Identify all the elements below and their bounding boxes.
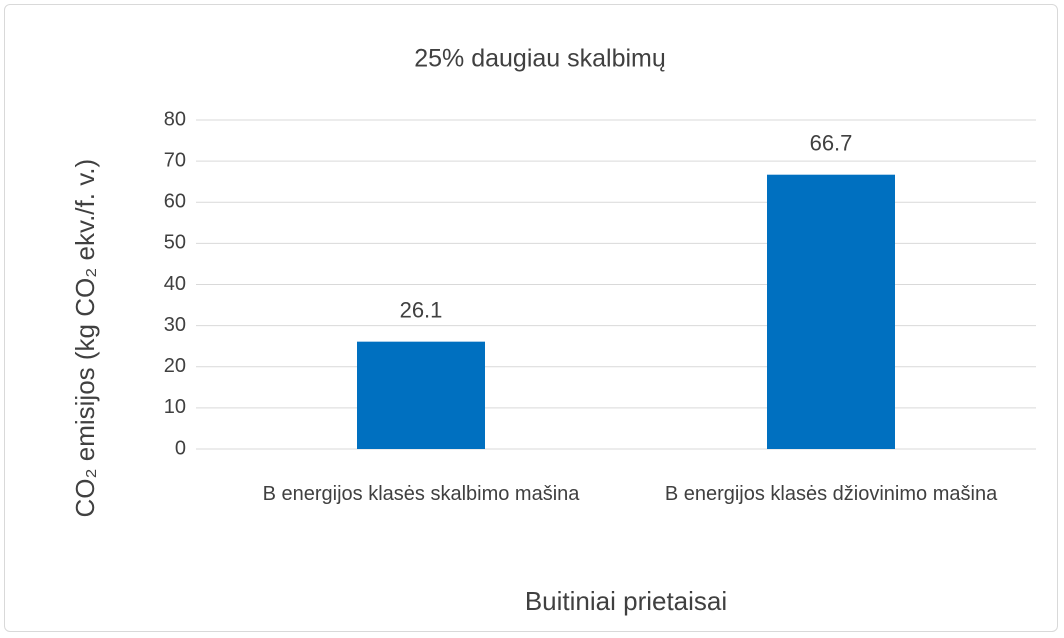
y-tick-label: 60	[164, 191, 186, 213]
y-tick-label: 80	[164, 108, 186, 130]
y-tick-label: 0	[175, 437, 186, 459]
y-tick-label: 50	[164, 232, 186, 254]
chart-frame	[4, 4, 1058, 632]
y-tick-label: 30	[164, 314, 186, 336]
y-tick-label: 70	[164, 149, 186, 171]
y-axis-title: CO₂ emisijos (kg CO₂ ekv./f. v.)	[69, 158, 100, 518]
y-tick-label: 40	[164, 273, 186, 295]
bar	[357, 341, 485, 449]
data-label: 66.7	[810, 131, 853, 156]
x-tick-label: B energijos klasės džiovinimo mašina	[664, 483, 998, 505]
chart-title: 25% daugiau skalbimų	[414, 45, 666, 73]
y-tick-label: 10	[164, 396, 186, 418]
data-label: 26.1	[400, 297, 443, 322]
x-axis-title: Buitiniai prietaisai	[525, 586, 727, 616]
x-tick-label: B energijos klasės skalbimo mašina	[262, 483, 580, 505]
y-tick-label: 20	[164, 355, 186, 377]
bar	[767, 174, 895, 450]
